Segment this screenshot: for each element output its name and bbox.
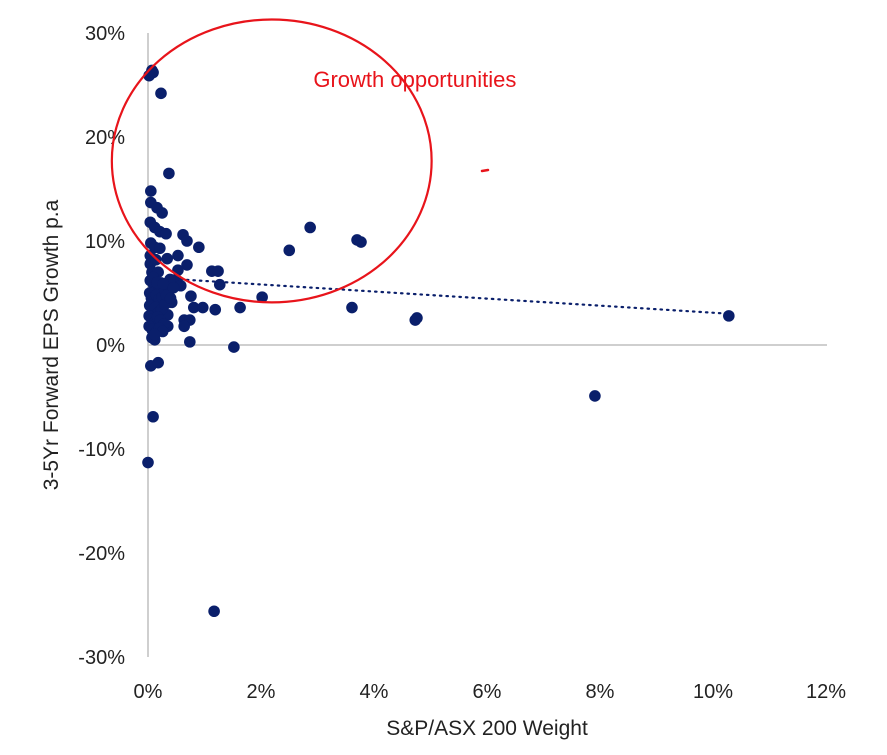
data-point — [163, 167, 175, 180]
x-tick-label: 10% — [693, 681, 733, 703]
data-point — [208, 605, 220, 618]
trendline-line — [146, 276, 732, 315]
data-point — [355, 236, 367, 248]
data-points — [142, 64, 735, 618]
data-point — [161, 252, 174, 265]
data-point — [155, 87, 167, 100]
data-point — [589, 390, 601, 402]
data-point — [148, 328, 161, 341]
y-tick-label: 20% — [85, 127, 125, 149]
data-point — [723, 310, 735, 322]
y-tick-label: -20% — [78, 543, 125, 565]
y-axis-label: 3-5Yr Forward EPS Growth p.a — [40, 199, 63, 490]
x-tick-label: 2% — [247, 681, 276, 703]
annotation-ellipse — [110, 18, 433, 304]
data-point — [212, 265, 224, 277]
x-axis-label: S&P/ASX 200 Weight — [386, 717, 588, 740]
data-point — [172, 249, 184, 262]
data-point — [142, 456, 154, 469]
axes — [147, 33, 827, 657]
data-point — [157, 277, 170, 290]
data-point — [160, 227, 172, 240]
y-tick-label: -30% — [78, 647, 125, 669]
y-tick-label: -10% — [78, 439, 125, 461]
data-point — [147, 410, 159, 423]
data-point — [181, 235, 193, 247]
data-point — [145, 185, 157, 197]
trendline — [146, 276, 732, 315]
data-point — [193, 241, 205, 254]
data-point — [184, 336, 196, 348]
x-tick-label: 6% — [473, 681, 502, 703]
data-point — [256, 291, 268, 303]
x-tick-label: 8% — [586, 681, 615, 703]
data-point — [156, 207, 168, 219]
annotations: Growth opportunities — [110, 18, 516, 304]
y-tick-label: 30% — [85, 23, 125, 45]
data-point — [164, 292, 177, 305]
data-point — [209, 303, 222, 316]
data-point — [185, 290, 197, 302]
data-point — [152, 356, 164, 369]
data-point — [154, 242, 166, 255]
annotation-text: Growth opportunities — [313, 67, 516, 92]
x-tick-labels: 0% 2% 4% 6% 8% 10% 12% — [134, 681, 847, 703]
data-point — [181, 259, 193, 271]
data-point — [283, 244, 296, 257]
data-point — [147, 66, 159, 79]
y-tick-label: 0% — [96, 335, 125, 357]
annotation-red-dash — [480, 168, 490, 173]
data-point — [228, 341, 240, 353]
x-tick-label: 4% — [360, 681, 389, 703]
data-point — [213, 278, 226, 291]
data-point — [197, 301, 209, 314]
data-point — [346, 301, 358, 314]
data-point — [187, 301, 200, 314]
data-point — [234, 301, 246, 314]
x-tick-label: 0% — [134, 681, 163, 703]
y-tick-label: 10% — [85, 231, 125, 253]
data-point — [178, 320, 190, 333]
x-tick-label: 12% — [806, 681, 846, 703]
data-point — [167, 282, 180, 294]
data-point — [304, 221, 316, 234]
data-point — [411, 312, 423, 324]
